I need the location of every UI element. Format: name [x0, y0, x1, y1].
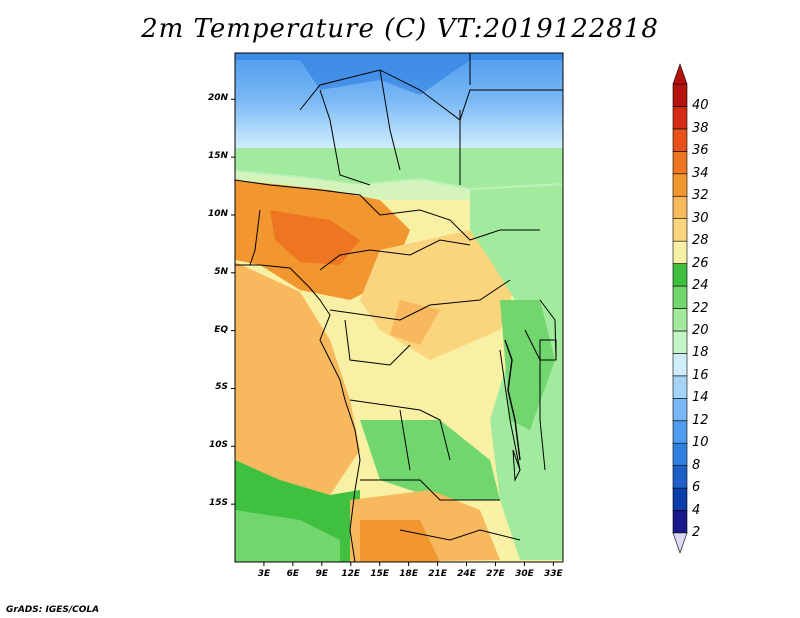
- colorbar-label: 38: [692, 120, 709, 136]
- colorbar-label: 14: [692, 390, 709, 406]
- colorbar-segment: [672, 151, 688, 175]
- colorbar-segment: [672, 308, 688, 332]
- y-tick-label: 10N: [207, 208, 228, 219]
- x-tick-label: 24E: [457, 569, 476, 579]
- south-hot-region: [360, 520, 440, 562]
- x-tick-label: 27E: [486, 569, 505, 579]
- colorbar-label: 40: [692, 98, 709, 114]
- colorbar-segment: [672, 442, 688, 466]
- x-tick-label: 21E: [428, 569, 447, 579]
- colorbar-label: 6: [692, 480, 701, 496]
- colorbar-label: 16: [692, 367, 709, 383]
- axis-ticks: [231, 98, 554, 566]
- x-tick-label: 33E: [544, 569, 563, 579]
- colorbar-segment: [672, 106, 688, 130]
- footer-credit: GrADS: IGES/COLA: [6, 605, 100, 615]
- x-tick-label: 30E: [515, 569, 534, 579]
- colorbar-segment: [672, 375, 688, 399]
- colorbar-segment: [672, 173, 688, 197]
- y-tick-label: 20N: [207, 93, 228, 104]
- colorbar-label: 28: [692, 233, 709, 249]
- colorbar-label: 2: [692, 525, 701, 540]
- colorbar-segment: [672, 128, 688, 152]
- colorbar-segment: [672, 285, 688, 309]
- gulf-of-guinea-ocean: [235, 262, 360, 495]
- colorbar: [672, 63, 688, 554]
- country-borders: [235, 53, 563, 541]
- colorbar-label: 12: [692, 412, 709, 428]
- colorbar-label: 36: [692, 143, 709, 159]
- x-tick-label: 18E: [399, 569, 418, 579]
- colorbar-under-arrow: [672, 532, 688, 554]
- colorbar-label: 22: [692, 300, 709, 316]
- coastlines: [235, 264, 557, 563]
- west-africa-hottest-region: [270, 210, 360, 265]
- x-tick-label: 9E: [315, 569, 329, 579]
- colorbar-segment: [672, 353, 688, 377]
- colorbar-label: 26: [692, 255, 709, 271]
- colorbar-label: 34: [692, 165, 709, 181]
- colorbar-label: 4: [692, 502, 701, 518]
- colorbar-over-arrow: [672, 63, 688, 85]
- colorbar-label: 10: [692, 435, 709, 451]
- colorbar-segment: [672, 397, 688, 422]
- map-title: 2m Temperature (C) VT:2019122818: [141, 14, 659, 44]
- colorbar-segment: [672, 195, 688, 220]
- colorbar-segment: [672, 465, 688, 489]
- great-lakes-region: [500, 300, 555, 430]
- x-tick-label: 15E: [370, 569, 390, 579]
- colorbar-segment: [672, 487, 688, 511]
- map-frame: [234, 52, 564, 563]
- colorbar-segment: [672, 330, 688, 354]
- y-tick-label: 15N: [207, 151, 228, 162]
- colorbar-label: 8: [692, 457, 701, 473]
- colorbar-label: 20: [692, 322, 709, 338]
- y-tick-label: 10S: [208, 440, 228, 451]
- temperature-field: [235, 53, 563, 562]
- x-tick-label: 12E: [341, 569, 361, 579]
- sahara-coldest-region: [235, 53, 563, 95]
- colorbar-label: 24: [692, 278, 709, 294]
- colorbar-segment: [672, 510, 688, 534]
- y-tick-label: 5S: [215, 382, 228, 393]
- x-tick-label: 3E: [257, 569, 271, 579]
- colorbar-segment: [672, 240, 688, 264]
- y-tick-label: 5N: [214, 266, 228, 277]
- y-tick-label: EQ: [214, 324, 228, 335]
- colorbar-label: 32: [692, 188, 709, 204]
- colorbar-segment: [672, 263, 688, 287]
- colorbar-label: 18: [692, 345, 709, 361]
- southern-atlantic-coolest: [235, 510, 340, 562]
- congo-warm-spot: [390, 300, 440, 345]
- y-tick-label: 15S: [208, 498, 228, 509]
- x-tick-label: 6E: [286, 569, 300, 579]
- colorbar-segment: [672, 218, 688, 242]
- colorbar-label: 30: [692, 210, 709, 226]
- colorbar-segment: [672, 420, 688, 444]
- colorbar-segment: [672, 83, 688, 107]
